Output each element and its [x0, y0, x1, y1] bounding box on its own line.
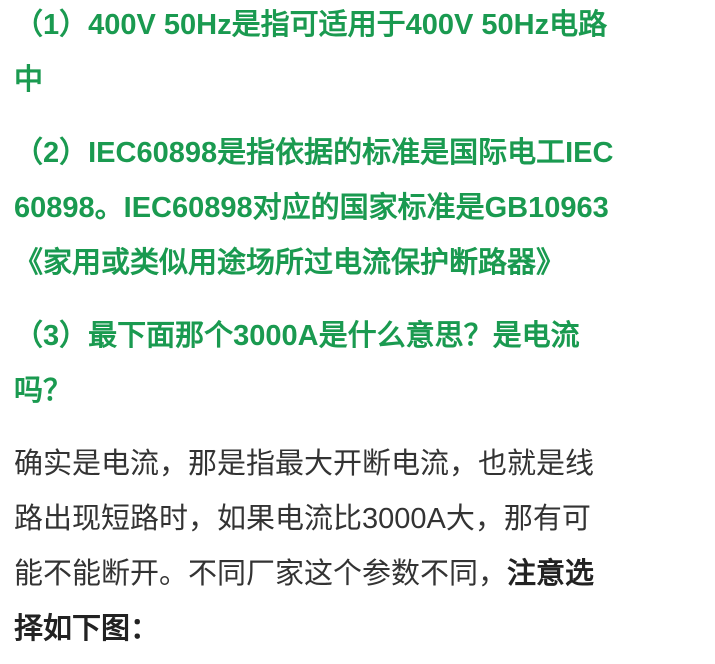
text-line: 中 [14, 64, 44, 96]
question-3: （3）最下面那个3000A是什么意思？是电流 吗？ [14, 309, 715, 419]
text-line: （1）400V 50Hz是指可适用于400V 50Hz电路 [14, 9, 608, 41]
text-line: 《家用或类似用途场所过电流保护断路器》 [14, 247, 566, 279]
question-2: （2）IEC60898是指依据的标准是国际电工IEC 60898。IEC6089… [14, 126, 715, 291]
question-1: （1）400V 50Hz是指可适用于400V 50Hz电路 中 [14, 0, 715, 108]
text-line: 确实是电流，那是指最大开断电流，也就是线 [14, 448, 595, 480]
text-line: （3）最下面那个3000A是什么意思？是电流 [14, 320, 580, 352]
emphasis-text: 择如下图： [14, 613, 160, 645]
emphasis-text: 注意选 [507, 558, 595, 590]
text-line: 60898。IEC60898对应的国家标准是GB10963 [14, 192, 609, 224]
text-line: （2）IEC60898是指依据的标准是国际电工IEC [14, 137, 614, 169]
answer-paragraph: 确实是电流，那是指最大开断电流，也就是线 路出现短路时，如果电流比3000A大，… [14, 437, 715, 657]
text-line: 吗？ [14, 375, 73, 407]
text-span: 能不能断开。不同厂家这个参数不同， [14, 558, 508, 590]
text-line: 路出现短路时，如果电流比3000A大，那有可 [14, 503, 591, 535]
text-line: 能不能断开。不同厂家这个参数不同，注意选 [14, 547, 715, 602]
